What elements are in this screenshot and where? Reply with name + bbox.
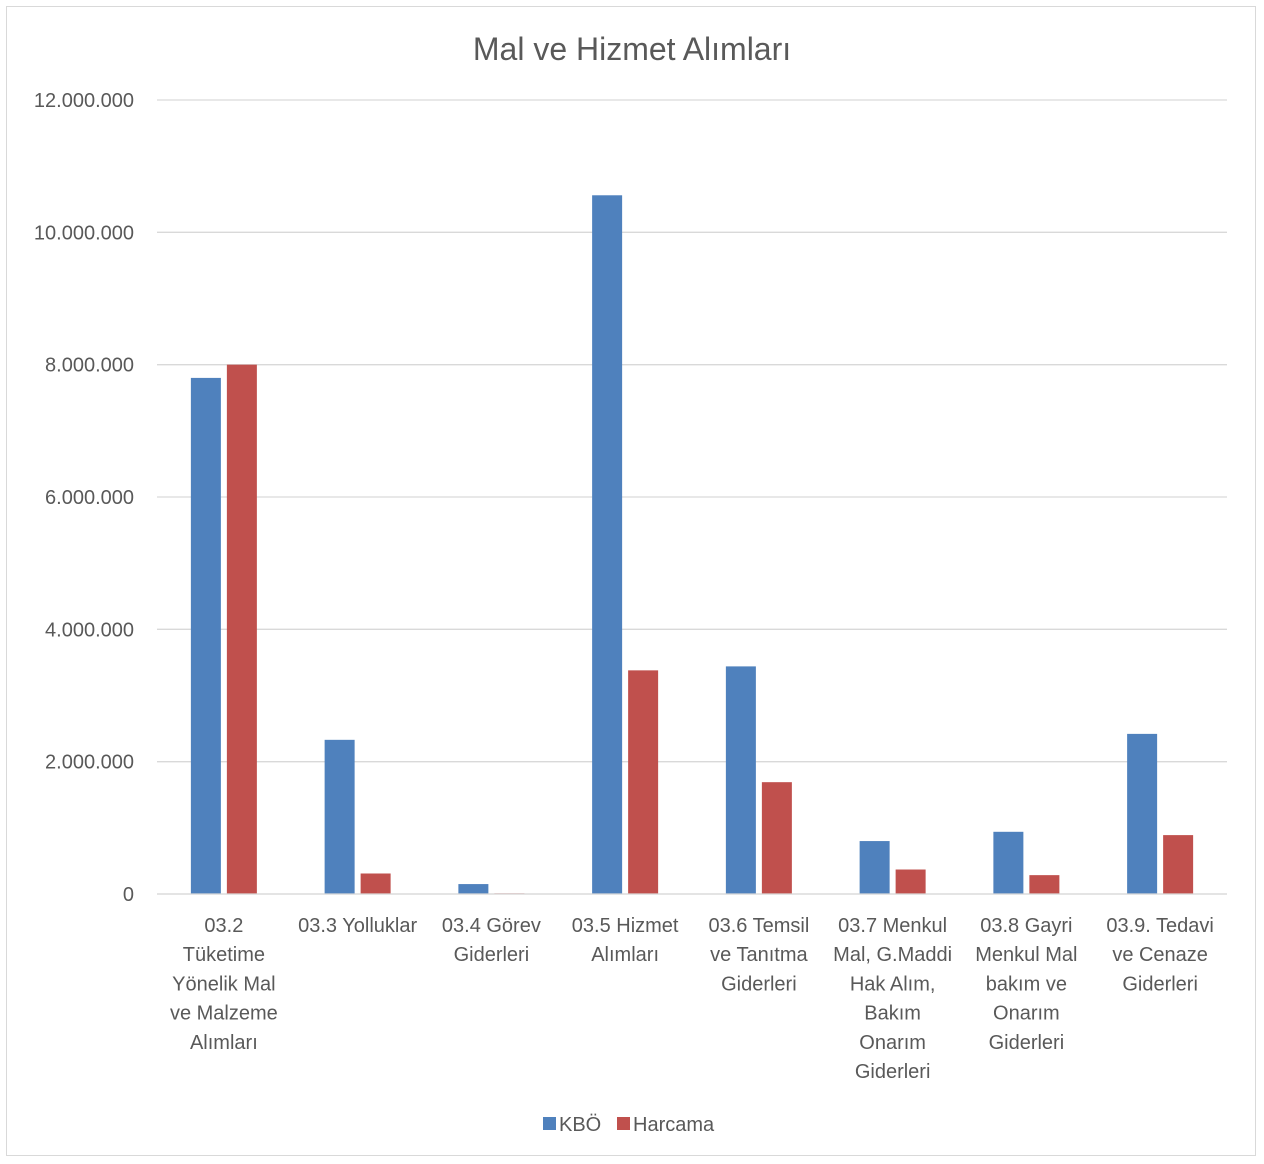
gridlines [157,99,1227,895]
x-tick-label: 03.2 Tüketime Yönelik Mal ve Malzeme Alımlar… [170,915,278,1054]
x-tick-label-line: Mal, G.Maddi [833,944,952,966]
x-tick-label-line: Alımları [591,944,659,966]
y-tick-label: 10.000.000 [34,222,134,244]
bar-kbo-5 [859,841,890,894]
bar-kbo-6 [993,831,1024,894]
bar-harcama-0 [226,364,257,895]
y-tick-label: 0 [123,884,134,906]
bar-kbo-0 [190,377,221,894]
x-tick-label-line: Giderleri [855,1061,931,1083]
x-tick-label-line: Giderleri [454,944,530,966]
bar-kbo-1 [324,739,355,894]
bar-harcama-4 [761,782,792,894]
x-tick-label-line: Bakım [864,1003,921,1025]
y-tick-label: 12.000.000 [34,90,134,112]
x-tick-label-line: Onarım [859,1032,926,1054]
x-tick-label-line: Alımları [190,1032,258,1054]
y-tick-label: 6.000.000 [45,487,134,509]
x-tick-label-line: ve Cenaze [1112,944,1208,966]
x-tick-label-line: Yönelik Mal [172,973,275,995]
x-tick-label: 03.7 Menkul Mal, G.Maddi Hak Alım, Bakım Ona… [833,915,952,1083]
bar-chart: Mal ve Hizmet Alımları 0 2.000.000 4.000.0… [34,31,1227,1136]
x-tick-label-line: Giderleri [1122,973,1198,995]
x-tick-label-line: 03.2 [204,915,243,937]
bar-harcama-6 [1029,875,1060,894]
y-tick-label: 8.000.000 [45,355,134,377]
x-tick-label-line: 03.6 Temsil [708,915,809,937]
x-tick-label-line: bakım ve [986,973,1067,995]
bar-kbo-7 [1127,733,1158,894]
x-tick-label-line: 03.4 Görev [442,915,541,937]
x-tick-label: 03.8 Gayri Menkul Mal bakım ve Onarım Giderl… [975,915,1077,1054]
x-tick-label-line: Onarım [993,1003,1060,1025]
x-tick-label-line: Tüketime [183,944,265,966]
x-tick-label-line: Giderleri [721,973,797,995]
bar-harcama-5 [895,869,926,894]
y-tick-label: 4.000.000 [45,619,134,641]
bar-kbo-4 [725,666,756,894]
legend-swatch-kbo [543,1117,556,1130]
x-tick-label: 03.5 Hizmet Alımları [572,915,679,966]
x-axis: 03.2 Tüketime Yönelik Mal ve Malzeme Alımlar… [157,893,1227,1083]
x-tick-label-line: Menkul Mal [975,944,1077,966]
bar-harcama-7 [1163,835,1194,894]
x-tick-label: 03.4 Görev Giderleri [442,915,541,966]
legend-label-harcama: Harcama [633,1114,715,1136]
x-tick-label-line: Hak Alım, [850,973,936,995]
bar-kbo-2 [458,884,489,894]
bar-harcama-3 [628,670,659,894]
x-tick-label-line: 03.5 Hizmet [572,915,679,937]
x-tick-label: 03.6 Temsil ve Tanıtma Giderleri [708,915,809,995]
x-tick-label-line: ve Malzeme [170,1003,278,1025]
bar-harcama-1 [360,873,391,894]
legend-swatch-harcama [617,1117,630,1130]
x-tick-label: 03.9. Tedavi ve Cenaze Giderleri [1106,915,1214,995]
x-tick-label-line: Giderleri [989,1032,1065,1054]
legend: KBÖ Harcama [543,1114,715,1136]
legend-label-kbo: KBÖ [559,1114,601,1136]
bars [190,195,1194,895]
y-axis: 0 2.000.000 4.000.000 6.000.000 8.000.000 10.… [34,90,134,906]
chart-title: Mal ve Hizmet Alımları [473,31,791,67]
chart-frame: Mal ve Hizmet Alımları 0 2.000.000 4.000.0… [6,6,1256,1156]
x-tick-label-line: 03.3 Yolluklar [298,915,417,937]
x-tick-label-line: 03.7 Menkul [838,915,947,937]
y-tick-label: 2.000.000 [45,752,134,774]
x-tick-label: 03.3 Yolluklar [298,915,417,937]
bar-kbo-3 [592,195,623,894]
x-tick-label-line: 03.9. Tedavi [1106,915,1214,937]
x-tick-label-line: ve Tanıtma [710,944,808,966]
x-tick-label-line: 03.8 Gayri [980,915,1072,937]
